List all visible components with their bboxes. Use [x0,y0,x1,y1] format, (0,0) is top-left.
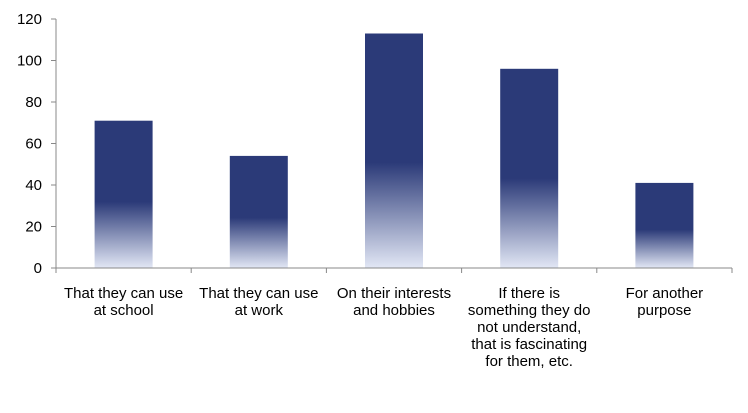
bar-4 [500,68,559,268]
category-label-1: That they can use at school [63,285,184,319]
category-label-4: If there is something they do not unders… [467,285,591,370]
category-label-2: That they can use at work [199,285,319,319]
bars [94,33,694,268]
y-tick-label: 20 [25,219,42,236]
bar-3 [365,33,423,268]
y-tick-label: 40 [25,177,42,194]
y-tick-label: 120 [17,11,42,28]
bar-1 [94,120,153,268]
bar-2 [229,155,288,268]
y-tick-label: 80 [25,94,42,111]
y-tick-label: 60 [25,136,42,153]
x-ticks [55,268,733,273]
y-ticks: 0 20 40 60 80 100 120 [17,11,56,277]
category-label-5: For another purpose [625,285,704,319]
bar-5 [635,182,694,268]
y-tick-label: 100 [17,53,42,70]
category-label-3: On their interests and hobbies [336,285,452,319]
y-tick-label: 0 [34,260,42,277]
